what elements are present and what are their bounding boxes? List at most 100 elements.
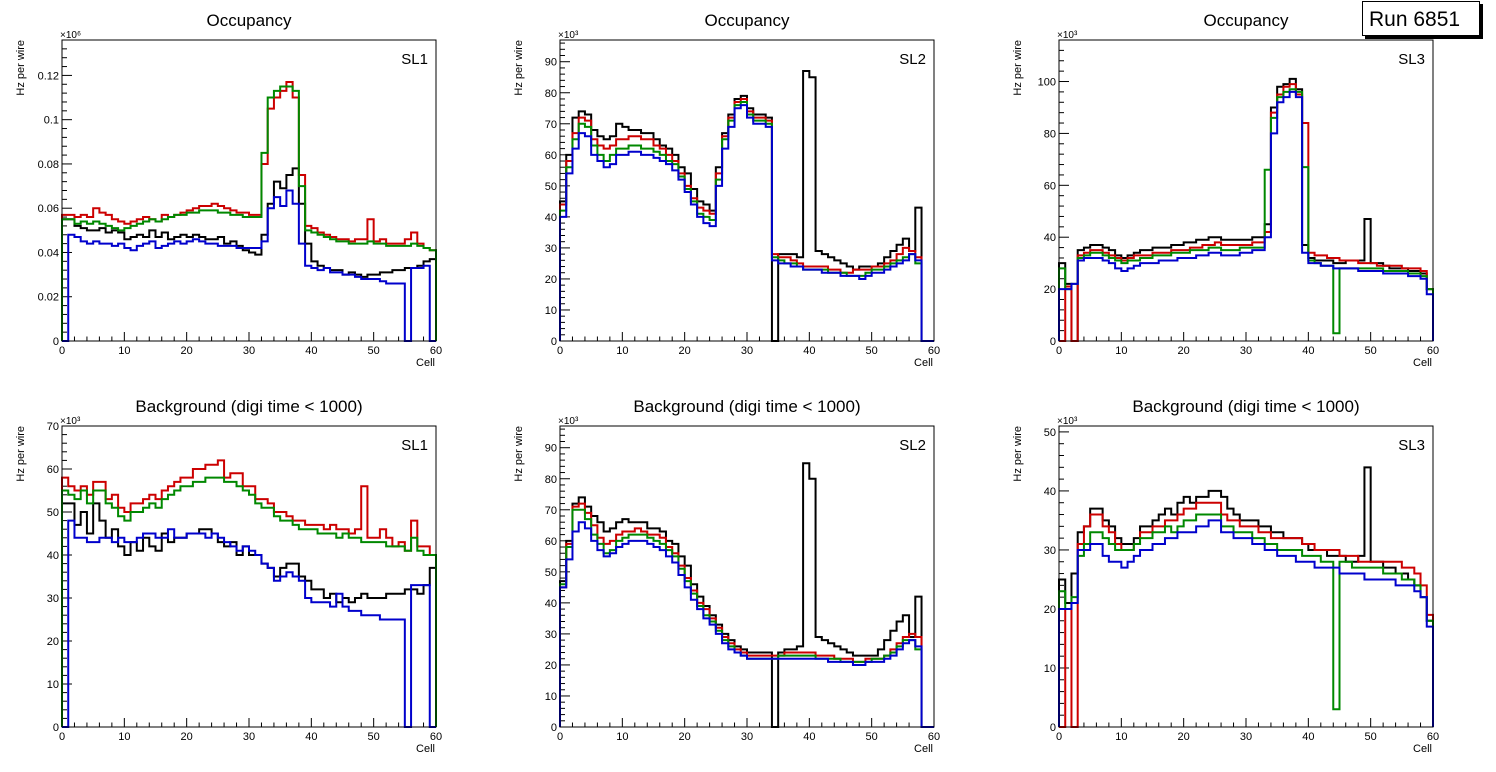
x-tick-label: 10 (1115, 731, 1127, 743)
series-red-line (559, 502, 934, 728)
plot-frame (559, 39, 935, 342)
y-tick-label: 0 (551, 336, 557, 348)
x-tick-label: 10 (118, 731, 130, 743)
x-tick-label: 20 (1178, 345, 1190, 357)
x-tick-label: 20 (181, 731, 193, 743)
series-red-line (61, 81, 437, 341)
y-tick-label: 50 (545, 181, 557, 193)
x-axis-label: Cell (1413, 357, 1432, 369)
y-axis-label: Hz per wire (513, 40, 525, 96)
y-tick-label: 70 (47, 421, 59, 433)
series-black-line (61, 167, 437, 341)
y-tick-label: 30 (47, 593, 59, 605)
x-tick-label: 40 (803, 345, 815, 357)
y-tick-label: 0.08 (38, 159, 59, 171)
y-tick-label: 0.12 (38, 70, 59, 82)
y-tick-label: 0 (53, 336, 59, 348)
series-black-line (1058, 466, 1434, 727)
series-green-line (61, 85, 437, 341)
x-tick-label: 50 (1365, 731, 1377, 743)
y-tick-label: 0 (53, 722, 59, 734)
series-red-line (1059, 83, 1434, 342)
x-tick-label: 10 (616, 345, 628, 357)
y-tick-label: 0.02 (38, 292, 59, 304)
y-tick-label: 0.06 (38, 203, 59, 215)
y-tick-label: 0 (1050, 336, 1056, 348)
y-tick-label: 40 (1044, 232, 1056, 244)
superlayer-label: SL2 (899, 51, 926, 68)
series-green-line (1058, 88, 1434, 341)
superlayer-label: SL3 (1398, 51, 1425, 68)
chart-panel: Background (digi time < 1000) ×10³ Hz per … (513, 397, 940, 755)
chart-title: Occupancy (704, 11, 790, 30)
x-tick-label: 0 (59, 345, 65, 357)
x-tick-label: 50 (368, 345, 380, 357)
y-tick-label: 60 (545, 536, 557, 548)
y-tick-label: 50 (545, 567, 557, 579)
plot-frame (1058, 425, 1434, 728)
y-tick-label: 80 (1044, 128, 1056, 140)
y-tick-label: 90 (545, 57, 557, 69)
y-tick-label: 40 (1044, 486, 1056, 498)
y-tick-label: 40 (47, 550, 59, 562)
superlayer-label: SL1 (401, 51, 428, 68)
axis-exponent: ×10³ (1057, 416, 1078, 427)
x-tick-label: 30 (741, 345, 753, 357)
series-blue-line (559, 104, 934, 342)
x-tick-label: 50 (368, 731, 380, 743)
x-tick-label: 40 (1302, 345, 1314, 357)
y-axis-label: Hz per wire (1012, 40, 1024, 96)
x-tick-label: 30 (1240, 345, 1252, 357)
y-tick-label: 20 (1044, 604, 1056, 616)
chart-panel: Background (digi time < 1000) ×10³ Hz per … (1012, 397, 1439, 755)
x-axis-label: Cell (914, 357, 933, 369)
y-tick-label: 60 (545, 150, 557, 162)
series-green-line (61, 476, 437, 727)
y-tick-label: 100 (1038, 77, 1056, 89)
x-axis-label: Cell (1413, 743, 1432, 755)
series-blue-line (62, 519, 436, 728)
x-tick-label: 30 (741, 731, 753, 743)
y-tick-label: 10 (545, 691, 557, 703)
x-tick-label: 50 (1365, 345, 1377, 357)
series-green-line (559, 508, 934, 728)
y-axis-label: Hz per wire (15, 40, 27, 96)
y-tick-label: 70 (545, 505, 557, 517)
series-red-line (61, 459, 437, 727)
series-blue-line (1058, 519, 1434, 727)
axis-exponent: ×10³ (558, 416, 579, 427)
series-blue-line (559, 521, 934, 728)
x-tick-label: 10 (1115, 345, 1127, 357)
y-tick-label: 30 (1044, 545, 1056, 557)
series-green-line (559, 101, 934, 342)
x-tick-label: 60 (430, 731, 442, 743)
plot-frame (61, 425, 437, 728)
y-tick-label: 90 (545, 443, 557, 455)
chart-title: Occupancy (206, 11, 292, 30)
y-axis-label: Hz per wire (513, 426, 525, 482)
x-axis-label: Cell (416, 357, 435, 369)
y-tick-label: 40 (545, 212, 557, 224)
x-axis-label: Cell (914, 743, 933, 755)
plot-frame (559, 425, 935, 728)
x-tick-label: 0 (1056, 345, 1062, 357)
y-tick-label: 0 (551, 722, 557, 734)
chart-title: Background (digi time < 1000) (135, 397, 362, 416)
superlayer-label: SL2 (899, 437, 926, 454)
axis-exponent: ×10³ (60, 416, 81, 427)
x-tick-label: 60 (928, 345, 940, 357)
x-tick-label: 0 (557, 731, 563, 743)
superlayer-label: SL1 (401, 437, 428, 454)
y-axis-label: Hz per wire (15, 426, 27, 482)
x-tick-label: 0 (1056, 731, 1062, 743)
superlayer-label: SL3 (1398, 437, 1425, 454)
chart-title: Background (digi time < 1000) (1132, 397, 1359, 416)
y-tick-label: 50 (1044, 427, 1056, 439)
y-tick-label: 60 (1044, 180, 1056, 192)
series-black-line (1058, 77, 1434, 342)
series-green-line (1058, 513, 1434, 727)
y-tick-label: 0.1 (44, 115, 59, 127)
axis-exponent: ×10³ (558, 30, 579, 41)
x-tick-label: 30 (243, 731, 255, 743)
